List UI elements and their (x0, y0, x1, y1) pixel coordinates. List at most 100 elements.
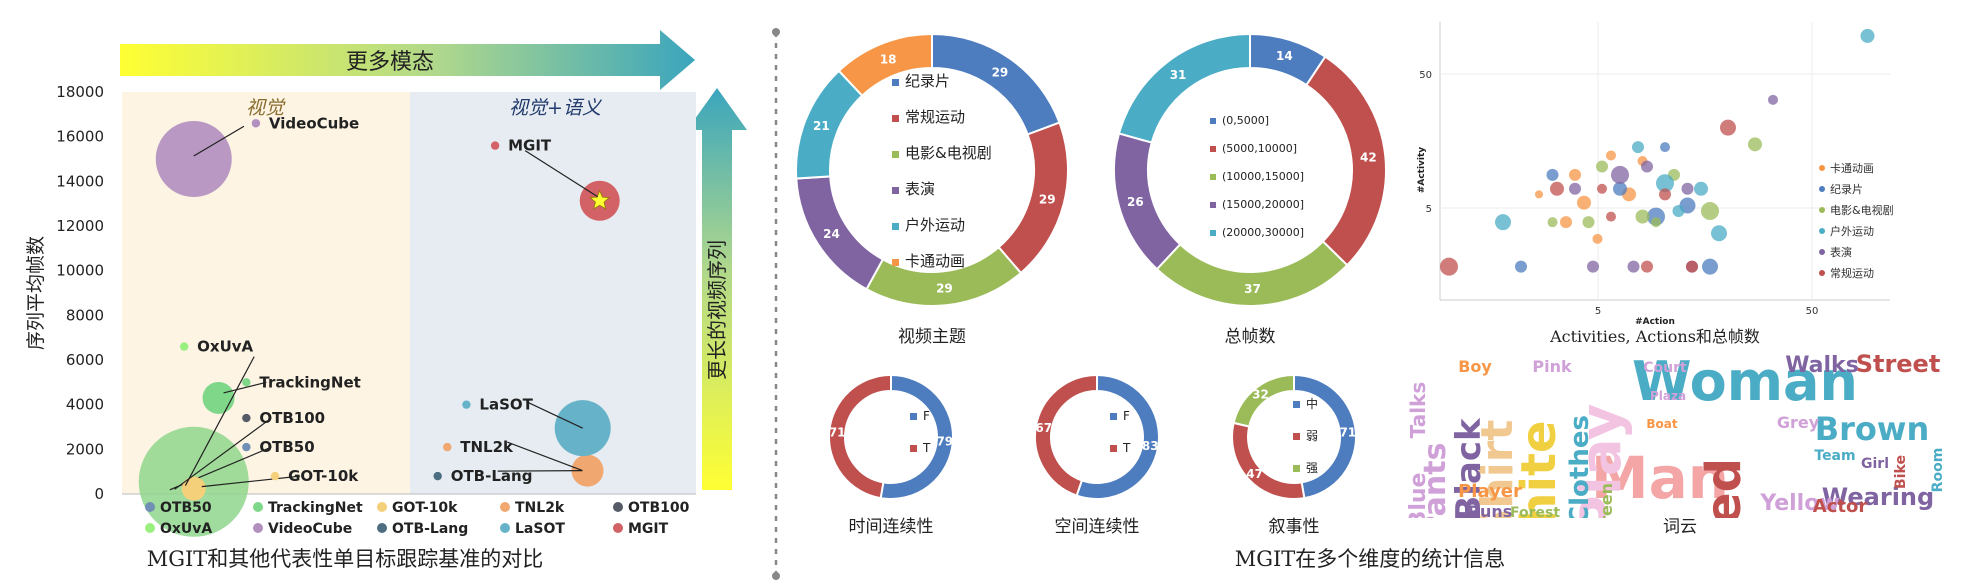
scatter-point-3-4 (1711, 225, 1727, 242)
legend-swatch-4 (892, 223, 899, 230)
legend-swatch-2 (1210, 174, 1216, 180)
legend-label-lasot: LaSOT (515, 521, 565, 537)
segment-value-1: 47 (1246, 467, 1263, 481)
legend-swatch-0 (1110, 413, 1117, 420)
scatter-point-5-7 (1606, 211, 1616, 222)
segment-value-4: 31 (1170, 68, 1187, 82)
legend-label-otb100: OTB100 (628, 500, 690, 516)
word-plaza: Plaza (1650, 389, 1686, 403)
legend-label-0: 纪录片 (905, 72, 950, 90)
scatter-point-0-0 (1569, 168, 1581, 181)
label-got-10k: GOT-10k (288, 467, 359, 485)
label-marker-tnl2k (443, 442, 452, 452)
legend-label-2: 电影&电视剧 (905, 144, 992, 162)
scatter-point-0-2 (1606, 150, 1616, 161)
scatter-legend-label-2: 电影&电视剧 (1830, 203, 1894, 217)
y-tick-label-6: 12000 (56, 217, 104, 235)
visual-semantic-region-label: 视觉+语义 (509, 97, 603, 119)
scatter-point-5-2 (1659, 188, 1671, 201)
leader-got-10k (201, 475, 301, 488)
legend-marker-otb50 (145, 502, 155, 512)
scatter-point-4-6 (1627, 260, 1640, 273)
scatter-legend-marker-5 (1819, 270, 1825, 276)
label-marker-videocube (251, 119, 261, 128)
segment-value-3: 26 (1127, 195, 1144, 209)
legend-marker-mgit (613, 523, 623, 533)
word-pants: Pants (1418, 443, 1453, 538)
label-mgit: MGIT (508, 137, 552, 155)
scatter-legend-marker-1 (1819, 186, 1825, 192)
scatter-legend-label-0: 卡通动画 (1830, 162, 1874, 175)
scatter-legend-marker-2 (1819, 207, 1825, 213)
segment-value-0: 29 (992, 65, 1009, 79)
scatter-point-0-1 (1577, 195, 1591, 210)
wordcloud-bg (1405, 350, 1960, 518)
label-marker-otb-lang (433, 471, 442, 481)
scatter-point-3-1 (1632, 141, 1644, 154)
word-man: Man (1591, 444, 1729, 512)
visual-region-label: 视觉 (246, 97, 286, 119)
scatter-legend-marker-3 (1819, 228, 1825, 234)
legend-swatch-3 (1210, 202, 1216, 208)
word-clothes: Clothes (1565, 415, 1595, 525)
leader-otb-lang (497, 470, 583, 472)
legend-label-1: T (1122, 441, 1131, 455)
segment-value-0: 71 (1339, 425, 1356, 439)
segment-value-1: 71 (829, 425, 846, 439)
label-otb50: OTB50 (259, 438, 314, 456)
scatter-point-3-0 (1495, 214, 1511, 231)
scatter-point-1-6 (1660, 142, 1670, 153)
legend-swatch-1 (1210, 146, 1216, 152)
segment-5 (837, 32, 933, 98)
scatter-y-label: #Activity (1417, 147, 1427, 193)
legend-swatch-4 (1210, 230, 1216, 236)
word-grey: Grey (1777, 413, 1820, 432)
benchmark-legend: OTB50 TrackingNet GOT-10k TNL2k OTB100 OxUvA V… (145, 500, 690, 537)
segment-value-0: 79 (936, 435, 953, 449)
legend-label-otb50: OTB50 (160, 500, 212, 516)
legend-label-1: 弱 (1306, 429, 1318, 443)
bubble-videocube (155, 121, 232, 197)
word-street: Street (1856, 350, 1941, 378)
y-tick-label-8: 16000 (56, 128, 104, 146)
scatter-point-0-7 (1535, 190, 1543, 199)
label-marker-oxuva (179, 342, 189, 351)
donut-title: 视频主题 (898, 327, 966, 347)
word-bike: Bike (1893, 455, 1909, 489)
segment-1 (1034, 373, 1098, 497)
scatter-point-3-3 (1694, 181, 1708, 196)
label-trackingnet: TrackingNet (259, 373, 360, 391)
legend-swatch-1 (892, 115, 899, 122)
legend-label-tnl2k: TNL2k (515, 500, 565, 516)
word-wearing: Wearing (1822, 483, 1934, 511)
legend-label-0: F (923, 409, 930, 423)
legend-swatch-3 (892, 187, 899, 194)
segment-value-5: 18 (880, 52, 897, 66)
scatter-legend-label-3: 户外运动 (1830, 224, 1874, 238)
scatter-point-1-4 (1546, 168, 1559, 181)
scatter-point-5-4 (1440, 257, 1458, 276)
scatter-legend-label-5: 常规运动 (1830, 266, 1874, 280)
longer-video-label: 更长的视频序列 (705, 240, 729, 380)
legend-label-1: (5000,10000] (1222, 142, 1297, 155)
scatter-point-5-1 (1597, 183, 1607, 194)
scatter-point-4-1 (1569, 182, 1581, 195)
label-marker-got-10k (270, 471, 280, 481)
y-tick-label-3: 6000 (66, 351, 104, 369)
label-otb-lang: OTB-Lang (451, 467, 533, 485)
scatter-y-tick-0: 5 (1426, 204, 1432, 215)
leader-videocube (193, 125, 245, 157)
word-play: Play (1569, 404, 1634, 537)
more-modal-arrow (120, 30, 695, 90)
segment-2 (1155, 239, 1349, 307)
scatter-point-1-0 (1613, 181, 1627, 196)
segment-0 (1075, 373, 1160, 500)
legend-swatch-1 (1293, 433, 1300, 440)
visual-semantic-region (410, 92, 696, 494)
scatter-legend-marker-4 (1819, 249, 1825, 255)
bubble-got-10k (181, 476, 206, 501)
legend-label-trackingnet: TrackingNet (268, 500, 363, 516)
label-marker-mgit (490, 141, 500, 150)
mgit-star (589, 189, 611, 210)
